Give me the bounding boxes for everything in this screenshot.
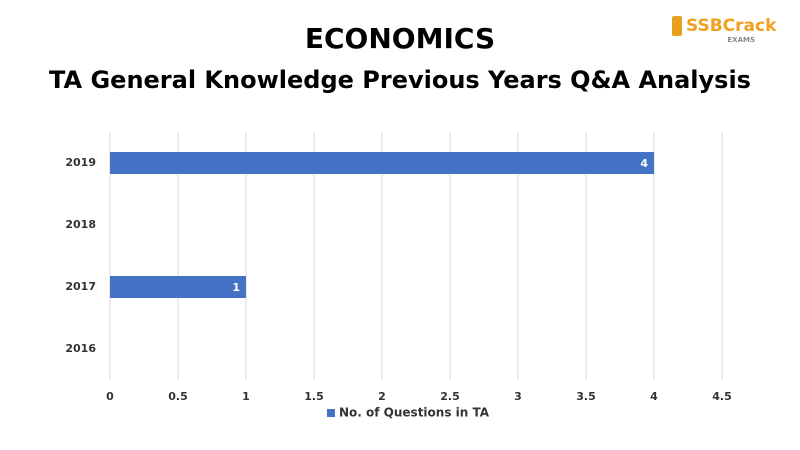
logo-subtext: EXAMS: [727, 36, 755, 44]
x-tick-label: 0.5: [168, 390, 188, 403]
y-tick-label: 2016: [65, 342, 96, 355]
x-tick-label: 1.5: [304, 390, 324, 403]
x-tick-label: 2: [378, 390, 386, 403]
bar: [110, 152, 654, 174]
x-tick-label: 2.5: [440, 390, 460, 403]
logo-text: SSBCrack: [686, 16, 777, 36]
bar: [110, 276, 246, 298]
x-tick-label: 4.5: [712, 390, 732, 403]
legend-swatch: [327, 409, 335, 417]
chart-subtitle: TA General Knowledge Previous Years Q&A …: [49, 66, 751, 94]
data-label: 1: [232, 281, 240, 294]
x-tick-label: 4: [650, 390, 658, 403]
y-tick-label: 2019: [65, 156, 96, 169]
y-tick-label: 2017: [65, 280, 96, 293]
y-tick-label: 2018: [65, 218, 96, 231]
logo-icon: [672, 16, 682, 36]
chart-title: ECONOMICS: [305, 22, 495, 55]
x-tick-label: 1: [242, 390, 250, 403]
legend-label: No. of Questions in TA: [339, 406, 490, 420]
x-tick-label: 3.5: [576, 390, 596, 403]
x-tick-label: 0: [106, 390, 114, 403]
data-label: 4: [640, 157, 648, 170]
x-tick-label: 3: [514, 390, 522, 403]
